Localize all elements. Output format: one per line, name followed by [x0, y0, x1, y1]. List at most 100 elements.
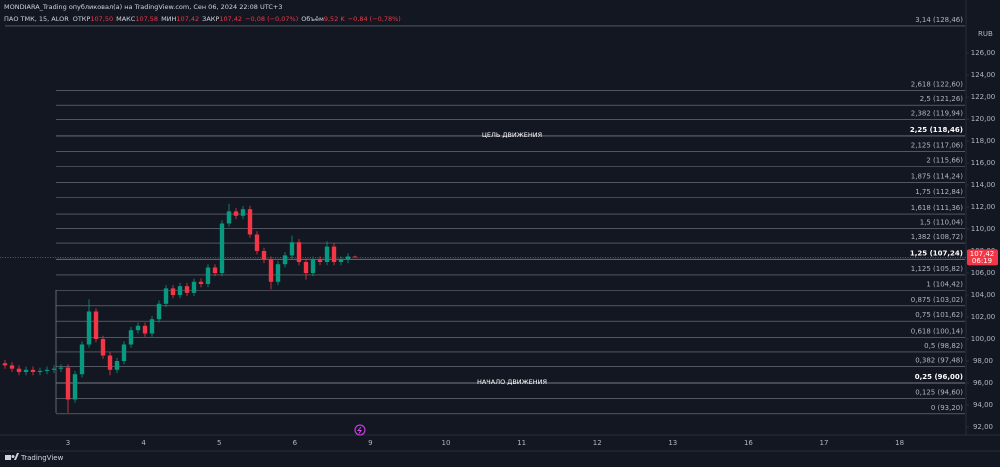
x-tick-label: 3	[66, 439, 70, 447]
y-tick-label: 112,00	[971, 203, 996, 211]
x-tick-label: 17	[820, 439, 829, 447]
candle-body	[331, 246, 337, 262]
y-tick-label: 102,00	[971, 313, 996, 321]
fib-note: ЦЕЛЬ ДВИЖЕНИЯ	[482, 131, 542, 139]
candle-body	[135, 325, 141, 331]
candle-body	[212, 267, 218, 273]
candle-body	[254, 234, 260, 251]
candle-body	[198, 281, 204, 284]
candle-body	[296, 242, 302, 262]
x-tick-label: 12	[593, 439, 602, 447]
x-tick-label: 9	[368, 439, 372, 447]
candle-body	[324, 246, 330, 262]
y-tick-label: 124,00	[971, 71, 996, 79]
legend-value: 107,42	[219, 15, 242, 23]
y-tick-label: 94,00	[973, 401, 993, 409]
fib-label: 2,382 (119,94)	[911, 110, 963, 118]
fib-label: 1,382 (108,72)	[911, 233, 963, 241]
footer-brand: TradingView	[20, 454, 64, 462]
fib-label: 0,75 (101,62)	[915, 311, 963, 319]
last-price-tag	[967, 249, 998, 266]
fib-label: 2,618 (122,60)	[911, 80, 963, 88]
legend-value: 107,50	[90, 15, 113, 23]
fib-note: НАЧАЛО ДВИЖЕНИЯ	[477, 378, 547, 386]
last-price-label: 107,42	[970, 250, 995, 258]
candle-body	[2, 363, 8, 366]
countdown: 06:19	[972, 257, 992, 265]
y-tick-label: 106,00	[971, 269, 996, 277]
candle-body	[219, 223, 225, 273]
y-tick-label: 98,00	[973, 357, 993, 365]
candle-body	[72, 374, 78, 400]
legend-label: ЗАКР	[202, 15, 219, 23]
y-tick-label: 114,00	[971, 181, 996, 189]
candle-body	[156, 303, 162, 320]
event-icon[interactable]	[354, 424, 366, 436]
y-tick-label: 118,00	[971, 137, 996, 145]
candle-body	[261, 251, 267, 260]
candle-body	[30, 369, 36, 372]
candle-body	[100, 339, 106, 356]
y-tick-label: 120,00	[971, 115, 996, 123]
y-tick-label: 116,00	[971, 159, 996, 167]
candle-body	[121, 344, 127, 361]
candle-body	[226, 211, 232, 224]
candle-body	[44, 369, 50, 371]
candle-body	[282, 255, 288, 265]
fib-label: 2 (115,66)	[926, 157, 963, 165]
candle-body	[93, 311, 99, 339]
candle-body	[268, 259, 274, 282]
volume-label: Объём	[301, 15, 324, 23]
candle-body	[37, 370, 43, 372]
candle-body	[352, 256, 358, 258]
currency: RUB	[978, 30, 993, 38]
fib-label: 1,75 (112,84)	[915, 188, 963, 196]
candle-body	[65, 367, 71, 400]
x-tick-label: 6	[293, 439, 298, 447]
candle-body	[58, 367, 64, 369]
y-tick-label: 122,00	[971, 93, 996, 101]
candle-body	[177, 286, 183, 295]
legend-label: ОТКР	[73, 15, 91, 23]
legend-label: МАКС	[116, 15, 136, 23]
candle-body	[23, 369, 29, 372]
candle-body	[317, 259, 323, 262]
fib-label: 3,14 (128,46)	[915, 16, 963, 24]
x-tick-label: 18	[895, 439, 904, 447]
candle-body	[338, 259, 344, 262]
candle-body	[205, 267, 211, 284]
fib-label: 2,5 (121,26)	[920, 95, 964, 103]
x-tick-label: 16	[744, 439, 753, 447]
y-tick-label: 92,00	[973, 423, 993, 431]
y-tick-label: 96,00	[973, 379, 993, 387]
candle-body	[310, 259, 316, 273]
symbol: ПАО ТМК, 15, ALOR	[4, 15, 69, 23]
fib-label: 0,875 (103,02)	[911, 296, 963, 304]
candle-body	[114, 361, 120, 370]
fib-label: 0,25 (96,00)	[915, 373, 963, 381]
x-tick-label: 10	[442, 439, 451, 447]
y-tick-label: 100,00	[971, 335, 996, 343]
x-tick-label: 5	[217, 439, 221, 447]
x-tick-label: 11	[517, 439, 526, 447]
candle-body	[86, 311, 92, 345]
fib-label: 0,125 (94,60)	[915, 388, 963, 396]
x-tick-label: 13	[668, 439, 677, 447]
fib-label: 0,5 (98,82)	[924, 342, 963, 350]
legend-value: 107,58	[135, 15, 158, 23]
event-icon-bolt	[357, 426, 362, 434]
fib-label: 1,25 (107,24)	[910, 249, 963, 257]
legend: ПАО ТМК, 15, ALOR ОТКР107,50 МАКС107,58 МИН…	[4, 15, 401, 23]
y-tick-label: 126,00	[971, 49, 996, 57]
candle-body	[275, 264, 281, 282]
y-tick-label: 110,00	[971, 225, 996, 233]
candle-body	[149, 319, 155, 334]
header: MONDIARA_Trading опубликовал(а) на Tradi…	[4, 3, 282, 11]
fib-label: 1,5 (110,04)	[920, 219, 964, 227]
candle-body	[247, 209, 253, 235]
legend-label: МИН	[161, 15, 176, 23]
y-tick-label: 104,00	[971, 291, 996, 299]
fib-label: 0,382 (97,48)	[915, 357, 963, 365]
